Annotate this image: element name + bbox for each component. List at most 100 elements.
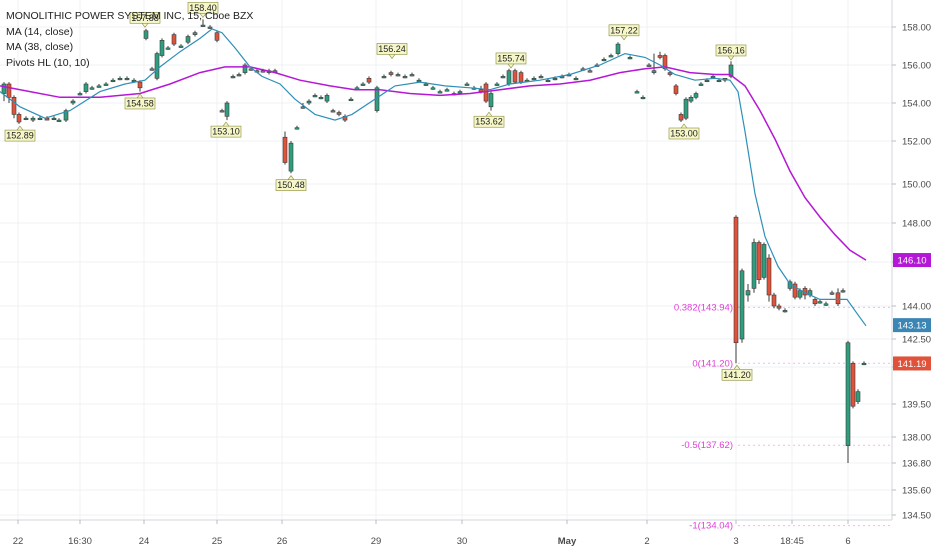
candle: [16, 112, 22, 124]
candle-body: [219, 110, 225, 113]
candle-body: [704, 79, 710, 82]
pivot-value: 153.00: [670, 129, 698, 139]
candle: [483, 82, 489, 103]
pivot-box: [721, 368, 753, 381]
time-tick-label: 30: [457, 536, 468, 547]
candle-body: [678, 114, 684, 121]
candle-body: [573, 78, 579, 81]
candle: [30, 116, 36, 122]
candle: [1, 82, 7, 102]
candle: [388, 70, 394, 77]
candle: [587, 68, 593, 73]
candle-body: [149, 68, 155, 71]
candle: [348, 97, 354, 102]
candle-body: [823, 303, 829, 306]
time-axis[interactable]: 22 16:30 24 25 26 29 30 May 2 3 18:45 6: [0, 519, 892, 547]
candle-body: [288, 142, 294, 172]
candle-body: [488, 93, 494, 108]
candle: [823, 301, 829, 306]
candle: [330, 108, 336, 113]
candle: [766, 254, 772, 302]
candle-body: [1, 83, 7, 94]
pivot-labels: 152.89 157.88 154.58 158.40 153.10 150.48 156.…: [4, 2, 753, 381]
candle-body: [318, 97, 324, 100]
candle: [608, 53, 614, 58]
candle: [573, 76, 579, 81]
price-tick-label: 154.00: [902, 99, 931, 110]
candle: [627, 55, 633, 60]
time-tick-label: 29: [371, 536, 382, 547]
candle: [83, 82, 89, 94]
candle-body: [840, 290, 846, 293]
candle-body: [330, 110, 336, 113]
candle: [673, 84, 679, 96]
candle: [776, 303, 782, 311]
candle-body: [165, 47, 171, 50]
candle: [56, 118, 62, 122]
candle: [89, 85, 95, 90]
candle: [792, 281, 798, 300]
candle-body: [103, 83, 109, 86]
price-axis[interactable]: 158.00 156.00 154.00 152.00 150.00 148.00 146.…: [891, 0, 931, 522]
candle-body: [531, 78, 537, 81]
candle-body: [850, 362, 856, 407]
pivot-box: [4, 129, 36, 142]
price-badge-box: [893, 253, 931, 268]
candle-body: [608, 55, 614, 58]
legend-ma14[interactable]: MA (14, close): [6, 25, 74, 38]
candle: [154, 51, 160, 81]
candle: [96, 84, 102, 88]
candle: [409, 72, 415, 77]
candle-body: [336, 112, 342, 115]
time-tick-label: 18:45: [780, 536, 804, 547]
fib-label: 0(141.20): [692, 358, 733, 369]
candle: [615, 42, 621, 56]
candle: [77, 91, 83, 96]
price-tick-label: 136.80: [902, 459, 931, 470]
candle-body: [667, 72, 673, 75]
candle: [110, 78, 116, 83]
candle-body: [96, 85, 102, 88]
legend-pivots[interactable]: Pivots HL (10, 10): [6, 56, 90, 69]
candle-body: [835, 292, 841, 305]
candle-body: [845, 342, 851, 446]
time-tick-label: 22: [13, 536, 24, 547]
candle-body: [552, 78, 558, 81]
pivot-label: 154.58: [124, 93, 156, 110]
candle: [538, 74, 544, 79]
candle: [761, 242, 767, 280]
candle-body: [178, 45, 184, 48]
candle: [464, 82, 470, 86]
candle-body: [829, 292, 835, 295]
pivot-value: 153.62: [475, 117, 503, 127]
time-tick-label: 16:30: [68, 536, 92, 547]
price-tick-label: 142.50: [902, 335, 931, 346]
pivot-pointer: [507, 63, 515, 69]
candle-body: [739, 270, 745, 340]
candle-body: [348, 98, 354, 101]
candle: [366, 76, 372, 84]
fibonacci-levels: 0.382(143.94) 0(141.20) -0.5(137.62) -1(134…: [674, 302, 892, 532]
candle: [698, 82, 704, 86]
candle: [640, 95, 646, 100]
candle: [739, 268, 745, 343]
candle: [124, 76, 130, 81]
candle: [178, 44, 184, 48]
candle: [651, 53, 657, 75]
price-badge-value: 141.19: [897, 359, 926, 370]
candle-body: [16, 114, 22, 123]
price-tick-label: 148.00: [902, 219, 931, 230]
candle-body: [388, 72, 394, 75]
pivot-pointer: [388, 54, 396, 59]
legend-ma38[interactable]: MA (38, close): [6, 41, 74, 53]
candle: [51, 116, 57, 121]
candle: [342, 114, 348, 122]
pivot-label: 156.24: [376, 43, 408, 59]
time-tick-label: 2: [644, 536, 649, 547]
fib-label: -1(134.04): [689, 521, 733, 532]
price-badge-box: [893, 318, 931, 333]
candle-body: [137, 81, 143, 89]
pivot-pointer: [141, 23, 149, 28]
candle-body: [861, 362, 867, 366]
